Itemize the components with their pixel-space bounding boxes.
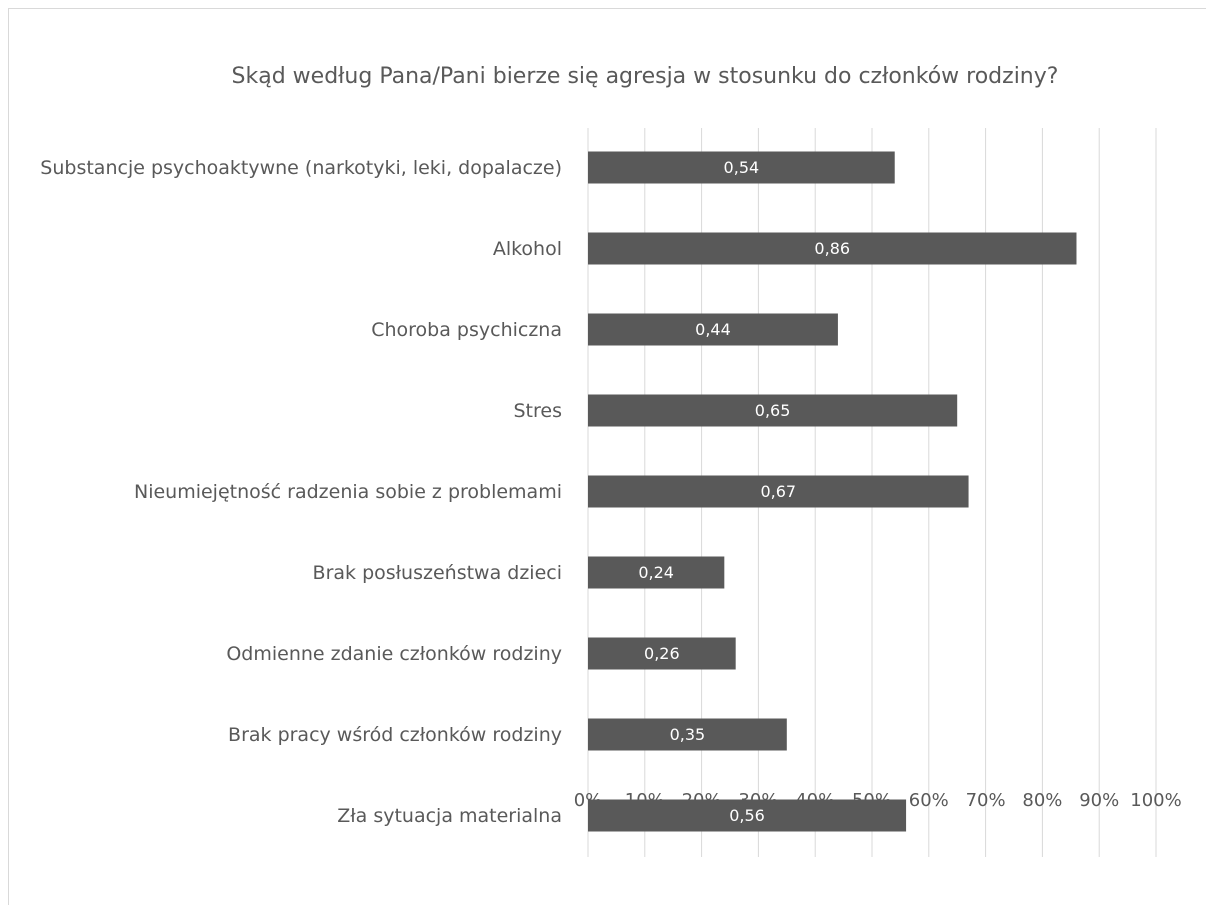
bar [588, 556, 725, 589]
y-tick-label: Stres [513, 399, 563, 422]
value-label: 0,86 [814, 239, 850, 258]
y-tick-label: Substancje psychoaktywne (narkotyki, lek… [40, 156, 562, 179]
value-label: 0,67 [760, 482, 796, 501]
y-tick-label: Nieumiejętność radzenia sobie z problema… [133, 480, 562, 503]
chart-title: Skąd według Pana/Pani bierze się agresja… [231, 64, 1059, 89]
value-label: 0,54 [724, 158, 760, 177]
bar [588, 637, 736, 670]
y-tick-label: Brak pracy wśród członków rodziny [228, 723, 562, 746]
value-label: 0,65 [755, 401, 791, 420]
bar [588, 151, 895, 184]
bar [588, 313, 838, 346]
x-tick-label: 70% [966, 790, 1006, 811]
x-tick-label: 80% [1022, 790, 1062, 811]
y-tick-label: Choroba psychiczna [371, 318, 562, 341]
value-label: 0,56 [729, 806, 765, 825]
bar [588, 718, 787, 751]
y-tick-label: Brak posłuszeństwa dzieci [312, 561, 562, 584]
x-tick-label: 100% [1130, 790, 1181, 811]
x-tick-label: 60% [909, 790, 949, 811]
bar [588, 232, 1077, 265]
value-label: 0,24 [638, 563, 674, 582]
bar [588, 475, 969, 508]
y-tick-label: Zła sytuacja materialna [337, 804, 562, 827]
value-label: 0,26 [644, 644, 680, 663]
value-label: 0,35 [670, 725, 706, 744]
y-tick-label: Alkohol [492, 237, 562, 260]
chart-frame [8, 8, 1206, 905]
y-tick-label: Odmienne zdanie członków rodziny [226, 642, 562, 665]
bar [588, 394, 958, 427]
bar [588, 799, 907, 832]
value-label: 0,44 [695, 320, 731, 339]
x-tick-label: 90% [1079, 790, 1119, 811]
